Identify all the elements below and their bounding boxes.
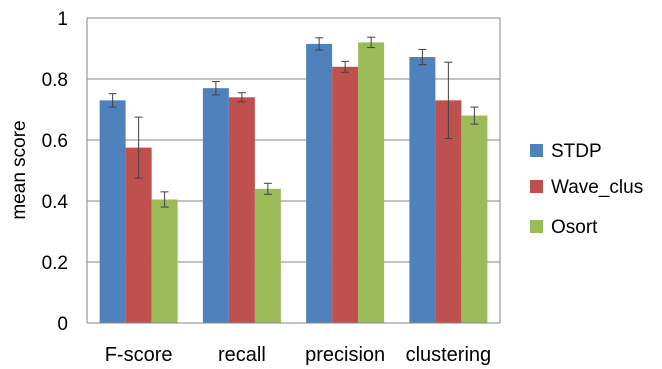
bar-osort-recall: [254, 188, 281, 323]
y-tick-label: 0: [57, 314, 68, 335]
bar-stdp-precision: [306, 43, 333, 324]
bar-osort-f-score: [151, 199, 178, 323]
bar-wave-clus-precision: [332, 66, 359, 324]
bar-osort-precision: [358, 42, 385, 324]
y-tick-label: 0.6: [42, 131, 68, 152]
y-tick-label: 0.8: [42, 70, 68, 91]
y-axis-title: mean score: [9, 120, 30, 219]
y-tick-labels: 0 0.2 0.4 0.6 0.8 1: [42, 9, 69, 335]
x-category-labels: F-score recall precision clustering: [105, 344, 491, 366]
error-bars: [108, 36, 479, 208]
axes: [86, 18, 501, 324]
legend-label: Osort: [551, 217, 598, 238]
bar-stdp-recall: [202, 88, 229, 324]
bar-osort-clustering: [461, 115, 488, 323]
x-category-label: clustering: [406, 344, 492, 366]
x-category-label: precision: [305, 344, 385, 366]
y-tick-label: 1: [57, 9, 68, 30]
legend-label: Wave_clus: [551, 177, 643, 198]
legend: STDP Wave_clus Osort: [530, 141, 643, 238]
bar-stdp-clustering: [409, 57, 436, 323]
legend-swatch: [530, 220, 543, 233]
bars: [99, 42, 488, 324]
x-category-label: F-score: [105, 344, 173, 366]
bar-stdp-f-score: [99, 100, 126, 323]
y-tick-label: 0.2: [42, 253, 68, 274]
legend-label: STDP: [551, 141, 602, 162]
bar-wave-clus-recall: [228, 97, 255, 323]
y-tick-label: 0.4: [42, 192, 69, 213]
legend-swatch: [530, 180, 543, 193]
x-category-label: recall: [218, 344, 266, 366]
legend-swatch: [530, 144, 543, 157]
